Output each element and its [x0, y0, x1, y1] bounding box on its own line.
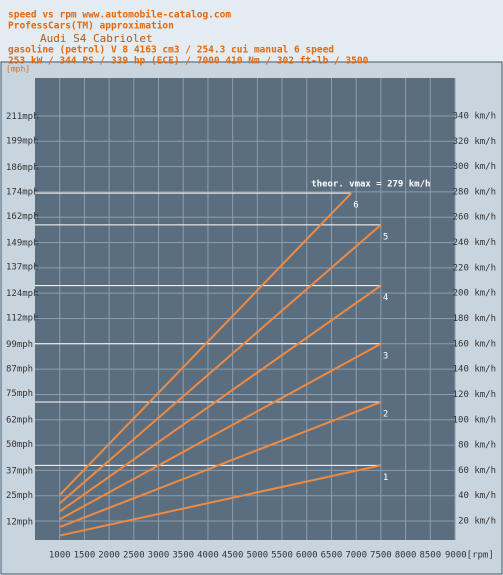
- gear-label: 6: [353, 201, 358, 211]
- y-tick-label: 124mph: [6, 289, 39, 299]
- y2-tick-label: 160 km/h: [453, 339, 496, 349]
- gear-label: 3: [383, 351, 388, 361]
- y-tick-label: 12mph: [6, 517, 33, 527]
- gear-line: [59, 401, 382, 529]
- y2-tick-label: 220 km/h: [453, 263, 496, 273]
- header-line: speed vs rpm www.automobile-catalog.com: [8, 10, 231, 21]
- y-tick-label: 87mph: [6, 365, 33, 375]
- annotation: theor. vmax = 279 km/h: [311, 180, 430, 190]
- gear-line: [59, 342, 382, 521]
- y2-tick-label: 140 km/h: [453, 365, 496, 375]
- gear-label: 2: [383, 410, 388, 420]
- y-tick-label: 37mph: [6, 466, 33, 476]
- y-tick-label: 137mph: [6, 263, 39, 273]
- gear-line: [58, 192, 352, 496]
- y-tick-label: 149mph: [6, 238, 39, 248]
- gear-label: 5: [383, 232, 388, 242]
- y-tick-label: 62mph: [6, 416, 33, 426]
- x-tick-label: 4500: [222, 551, 244, 561]
- x-tick-label: 4000: [197, 551, 219, 561]
- y2-tick-label: 100 km/h: [453, 415, 496, 425]
- y2-tick-label: 40 km/h: [458, 491, 496, 501]
- y-tick-label: 211mph: [6, 112, 39, 122]
- y2-tick-label: 320 km/h: [453, 137, 496, 147]
- y2-tick-label: 340 km/h: [453, 111, 496, 121]
- y-tick-label: 186mph: [6, 163, 39, 173]
- chart-title: Audi S4 Cabriolet: [40, 32, 153, 45]
- gear-line: [59, 284, 382, 513]
- y2-tick-label: 200 km/h: [453, 289, 496, 299]
- x-tick-label: 9000[rpm]: [445, 551, 494, 561]
- header-line: ProfessCars(TM) approximation: [8, 21, 174, 32]
- x-tick-label: 8000: [395, 551, 417, 561]
- y2-tick-label: 180 km/h: [453, 314, 496, 324]
- x-tick-label: 1500: [74, 551, 96, 561]
- y2-tick-label: 300 km/h: [453, 162, 496, 172]
- y2-tick-label: 240 km/h: [453, 238, 496, 248]
- y-tick-label: 50mph: [6, 440, 33, 450]
- y-tick-label: 162mph: [6, 212, 39, 222]
- y2-tick-label: 20 km/h: [458, 517, 496, 527]
- y-tick-label: 199mph: [6, 136, 39, 146]
- x-tick-label: 7500: [370, 551, 392, 561]
- x-tick-label: 6500: [321, 551, 343, 561]
- x-tick-label: 1000: [49, 551, 71, 561]
- x-tick-label: 2500: [123, 551, 145, 561]
- gear-label: 4: [383, 293, 388, 303]
- y-tick-label: 174mph: [6, 187, 39, 197]
- y2-tick-label: 120 km/h: [453, 390, 496, 400]
- y2-tick-label: 260 km/h: [453, 213, 496, 223]
- y-tick-label: 75mph: [6, 389, 33, 399]
- x-tick-label: 8500: [419, 551, 441, 561]
- y2-tick-label: 280 km/h: [453, 187, 496, 197]
- y-tick-label: 112mph: [6, 314, 39, 324]
- gear-line: [59, 224, 382, 505]
- x-tick-label: 5000: [247, 551, 269, 561]
- y2-tick-label: 80 km/h: [458, 441, 496, 451]
- subtitle: 253 kW / 344 PS / 339 hp (ECE) / 7000 41…: [8, 56, 369, 67]
- x-tick-label: 2000: [98, 551, 120, 561]
- x-tick-label: 3000: [148, 551, 170, 561]
- y-axis-label: [mph]: [6, 65, 30, 74]
- y-tick-label: 99mph: [6, 340, 33, 350]
- x-tick-label: 5500: [271, 551, 293, 561]
- x-tick-label: 7000: [345, 551, 367, 561]
- gear-line: [59, 464, 382, 537]
- gear-label: 1: [383, 473, 388, 483]
- y-tick-label: 25mph: [6, 491, 33, 501]
- x-tick-label: 3500: [172, 551, 194, 561]
- x-tick-label: 6000: [296, 551, 318, 561]
- subtitle: gasoline (petrol) V 8 4163 cm3 / 254.3 c…: [8, 45, 334, 56]
- y2-tick-label: 60 km/h: [458, 466, 496, 476]
